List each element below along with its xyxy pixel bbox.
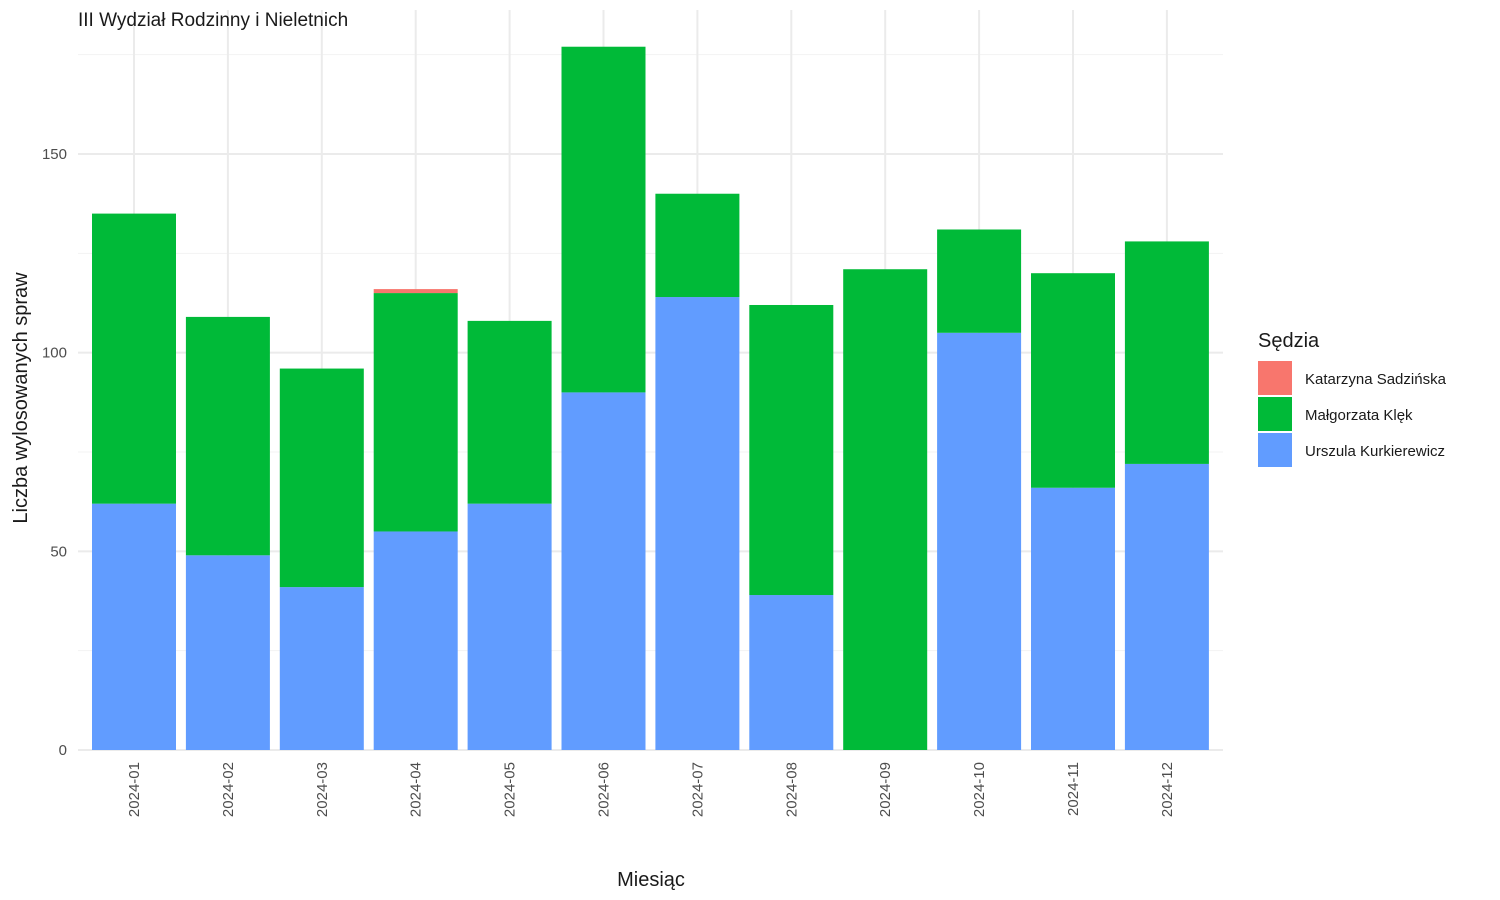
bar-segment — [561, 46, 646, 393]
bar-segment — [655, 193, 740, 298]
bar-segment — [1031, 273, 1115, 488]
y-tick-label: 150 — [42, 146, 67, 163]
bar-segment — [92, 503, 176, 750]
bar-segment — [1124, 241, 1209, 464]
legend-label: Małgorzata Klęk — [1305, 407, 1413, 424]
bars — [92, 46, 1209, 750]
bar-segment — [185, 316, 270, 556]
legend-label: Katarzyna Sadzińska — [1305, 371, 1447, 388]
legend-key — [1258, 433, 1292, 467]
x-tick-label: 2024-06 — [596, 762, 613, 817]
x-tick-label: 2024-07 — [689, 762, 706, 817]
x-tick-label: 2024-09 — [877, 762, 894, 817]
x-tick-label: 2024-11 — [1065, 762, 1082, 816]
legend-title: Sędzia — [1258, 330, 1320, 352]
bar-segment — [92, 213, 176, 504]
bar-segment — [185, 555, 270, 750]
bar-segment — [1031, 487, 1115, 750]
x-axis-title: Miesiąc — [617, 869, 685, 891]
y-axis-title: Liczba wylosowanych spraw — [10, 272, 32, 524]
x-tick-label: 2024-01 — [126, 762, 143, 817]
y-tick-label: 50 — [50, 543, 67, 560]
bar-segment — [937, 332, 1022, 750]
bar-segment — [749, 304, 834, 596]
y-axis-ticks: 0 50 100 150 — [42, 146, 67, 759]
chart-title: III Wydział Rodzinny i Nieletnich — [78, 10, 348, 31]
legend-items: Katarzyna Sadzińska Małgorzata Klęk Urszul… — [1258, 361, 1447, 467]
x-tick-label: 2024-02 — [220, 762, 237, 817]
bar-segment — [937, 229, 1022, 333]
x-tick-label: 2024-03 — [314, 762, 331, 817]
bar-segment — [467, 320, 552, 504]
legend-key — [1258, 397, 1292, 431]
bar-segment — [373, 289, 458, 294]
bar-segment — [1124, 463, 1209, 750]
x-axis-ticks: 2024-01 2024-02 2024-03 2024-04 2024-05 2024-… — [126, 762, 1176, 817]
x-tick-label: 2024-04 — [408, 762, 425, 817]
bar-segment — [373, 293, 458, 532]
x-tick-label: 2024-10 — [971, 762, 988, 817]
bar-segment — [843, 269, 928, 750]
legend-label: Urszula Kurkierewicz — [1305, 443, 1445, 460]
x-tick-label: 2024-08 — [783, 762, 800, 817]
x-tick-label: 2024-12 — [1159, 762, 1176, 817]
legend: Sędzia Katarzyna Sadzińska Małgorzata Klę… — [1258, 330, 1447, 467]
y-tick-label: 0 — [59, 742, 67, 759]
bar-segment — [655, 297, 740, 750]
bar-segment — [749, 595, 834, 750]
legend-key — [1258, 361, 1292, 395]
bar-segment — [561, 392, 646, 750]
bar-segment — [373, 531, 458, 750]
bar-segment — [279, 587, 364, 750]
bar-segment — [279, 368, 364, 588]
bar-segment — [467, 503, 552, 750]
x-tick-label: 2024-05 — [502, 762, 519, 817]
y-tick-label: 100 — [42, 345, 67, 362]
